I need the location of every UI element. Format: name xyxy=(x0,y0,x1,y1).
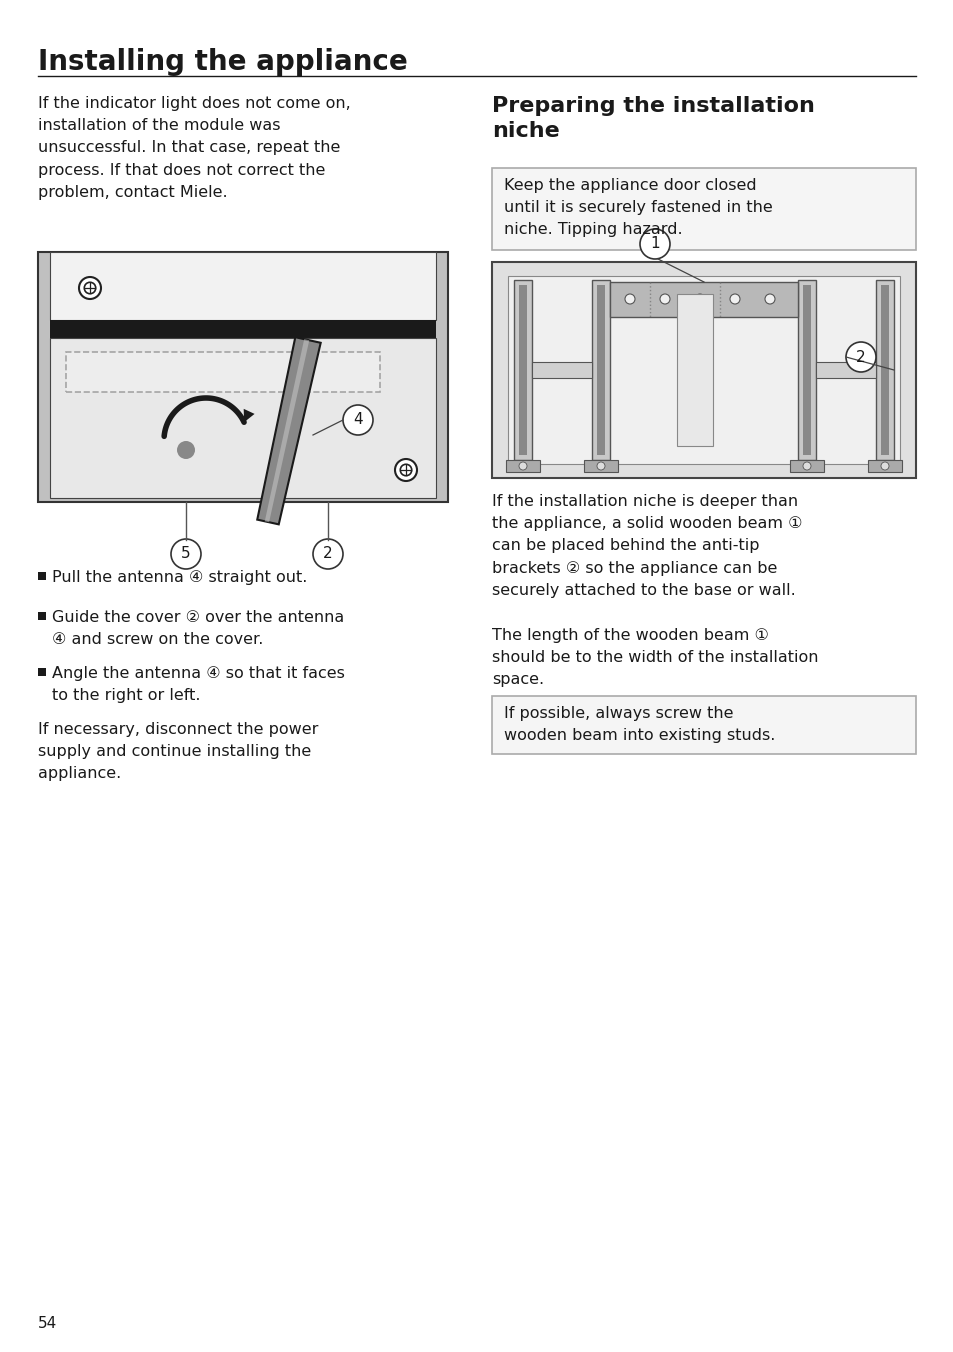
Bar xyxy=(609,283,797,316)
Bar xyxy=(867,460,901,472)
Bar xyxy=(38,612,46,621)
Bar xyxy=(789,460,823,472)
Circle shape xyxy=(343,406,373,435)
Bar xyxy=(514,280,532,460)
Polygon shape xyxy=(243,408,254,422)
Text: 5: 5 xyxy=(181,546,191,561)
Text: If necessary, disconnect the power
supply and continue installing the
appliance.: If necessary, disconnect the power suppl… xyxy=(38,722,318,781)
Bar xyxy=(50,320,436,339)
Circle shape xyxy=(597,462,604,470)
Circle shape xyxy=(880,462,888,470)
Text: 1: 1 xyxy=(650,237,659,251)
Circle shape xyxy=(313,539,343,569)
Text: If the installation niche is deeper than
the appliance, a solid wooden beam ①
ca: If the installation niche is deeper than… xyxy=(492,493,801,598)
Circle shape xyxy=(518,462,526,470)
Circle shape xyxy=(639,228,669,260)
Circle shape xyxy=(845,342,875,372)
Bar xyxy=(592,280,609,460)
Circle shape xyxy=(79,277,101,299)
Circle shape xyxy=(177,441,194,458)
Text: Guide the cover ② over the antenna
④ and screw on the cover.: Guide the cover ② over the antenna ④ and… xyxy=(52,610,344,648)
Polygon shape xyxy=(257,337,320,525)
Circle shape xyxy=(764,293,774,304)
Bar xyxy=(492,696,915,754)
Circle shape xyxy=(729,293,740,304)
Circle shape xyxy=(395,458,416,481)
Text: 2: 2 xyxy=(855,350,865,365)
Bar xyxy=(38,251,448,502)
Bar xyxy=(38,572,46,580)
Text: Keep the appliance door closed
until it is securely fastened in the
niche. Tippi: Keep the appliance door closed until it … xyxy=(503,178,772,238)
Bar xyxy=(492,262,915,479)
Polygon shape xyxy=(265,339,309,522)
Circle shape xyxy=(695,293,704,304)
Text: If the indicator light does not come on,
installation of the module was
unsucces: If the indicator light does not come on,… xyxy=(38,96,351,200)
Circle shape xyxy=(171,539,201,569)
Circle shape xyxy=(624,293,635,304)
Text: The length of the wooden beam ①
should be to the width of the installation
space: The length of the wooden beam ① should b… xyxy=(492,627,818,687)
Bar xyxy=(677,293,712,446)
Bar xyxy=(880,285,888,456)
Bar xyxy=(797,280,815,460)
Bar xyxy=(802,285,810,456)
Text: Pull the antenna ④ straight out.: Pull the antenna ④ straight out. xyxy=(52,571,307,585)
Bar xyxy=(50,338,436,498)
Bar xyxy=(505,460,539,472)
Text: 54: 54 xyxy=(38,1315,57,1330)
Text: Angle the antenna ④ so that it faces
to the right or left.: Angle the antenna ④ so that it faces to … xyxy=(52,667,345,703)
Text: Installing the appliance: Installing the appliance xyxy=(38,49,407,76)
Bar xyxy=(50,251,436,320)
Circle shape xyxy=(659,293,669,304)
Bar xyxy=(492,168,915,250)
Text: Preparing the installation
niche: Preparing the installation niche xyxy=(492,96,814,141)
Text: If possible, always screw the
wooden beam into existing studs.: If possible, always screw the wooden bea… xyxy=(503,706,775,744)
Bar xyxy=(875,280,893,460)
Bar xyxy=(507,276,899,464)
Text: 2: 2 xyxy=(323,546,333,561)
Circle shape xyxy=(802,462,810,470)
Text: 4: 4 xyxy=(353,412,362,427)
Bar xyxy=(583,460,618,472)
Bar xyxy=(597,285,604,456)
Bar xyxy=(815,362,875,379)
Bar xyxy=(532,362,592,379)
Bar xyxy=(518,285,526,456)
Bar xyxy=(66,352,379,392)
Bar xyxy=(38,668,46,676)
